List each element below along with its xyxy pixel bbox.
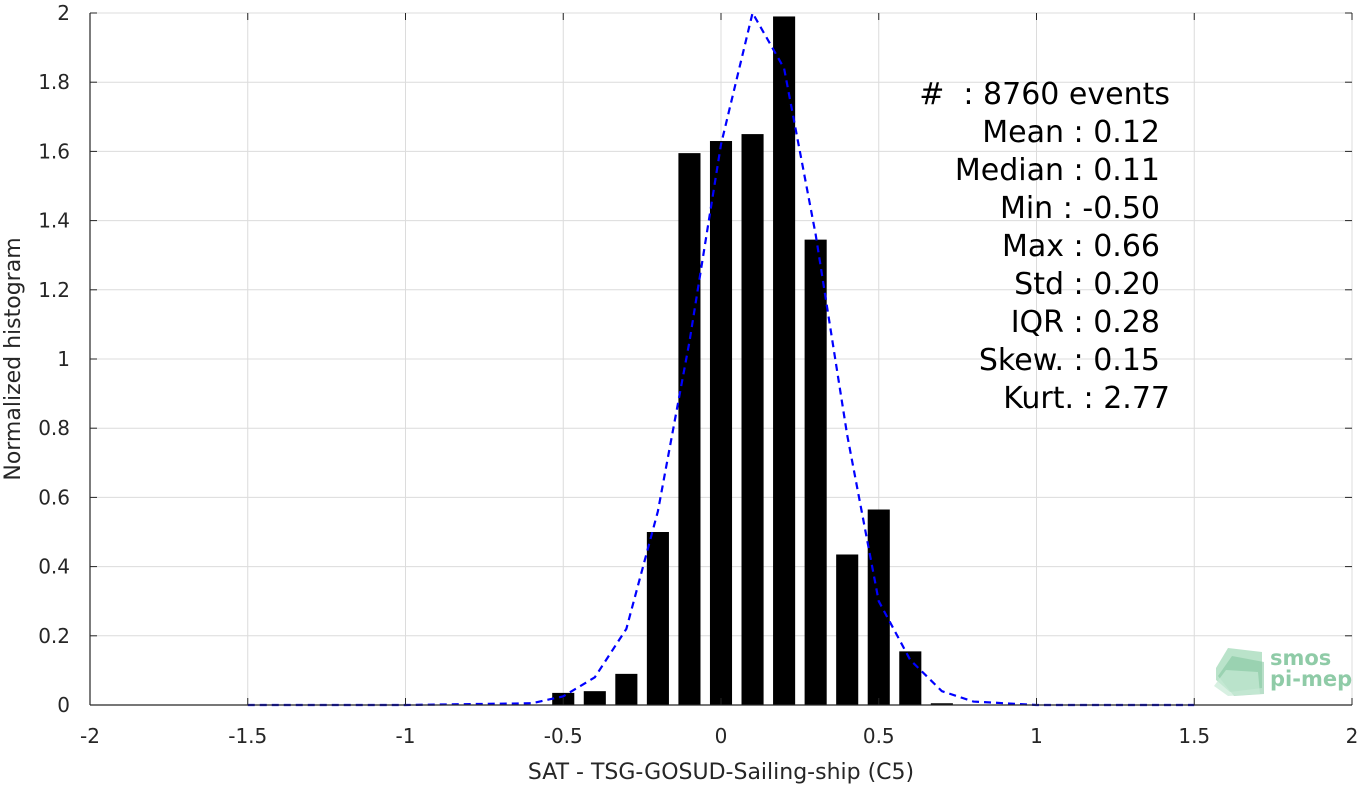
stat-line: Min : -0.50 xyxy=(1000,191,1160,226)
histogram-bar xyxy=(899,651,922,705)
fit-curve-line xyxy=(247,10,1195,707)
x-axis-label: SAT - TSG-GOSUD-Sailing-ship (C5) xyxy=(528,760,914,785)
histogram-bar xyxy=(709,141,733,705)
fit-curve xyxy=(247,10,1195,707)
x-tick-label: -1 xyxy=(396,724,416,748)
histogram-bars xyxy=(552,16,953,706)
y-tick-label: 0.4 xyxy=(38,555,70,579)
y-tick-label: 0 xyxy=(57,693,70,717)
histogram-bar xyxy=(678,153,701,705)
histogram-bar xyxy=(836,554,859,705)
y-tick-labels: 0 0.2 0.4 0.6 0.8 1 1.2 1.4 1.6 1.8 2 xyxy=(38,1,70,717)
y-tick-label: 1 xyxy=(57,347,70,371)
histogram-bar xyxy=(741,134,764,706)
histogram-bar xyxy=(615,673,638,705)
stat-line: # : 8760 events xyxy=(919,77,1170,112)
y-tick-label: 1.2 xyxy=(38,278,70,302)
histogram-bar xyxy=(646,532,669,705)
x-tick-label: 1.5 xyxy=(1178,724,1210,748)
logo-line2: pi-mep xyxy=(1270,667,1352,691)
x-tick-label: -2 xyxy=(80,724,100,748)
stat-line: Kurt. : 2.77 xyxy=(1003,381,1170,416)
x-tick-label: -1.5 xyxy=(228,724,267,748)
histogram-bar xyxy=(930,703,953,705)
x-tick-label: -0.5 xyxy=(544,724,583,748)
stat-line: Skew. : 0.15 xyxy=(979,343,1160,378)
histogram-bar xyxy=(583,691,606,705)
stat-line: Mean : 0.12 xyxy=(982,115,1160,150)
y-tick-label: 1.6 xyxy=(38,139,70,163)
smos-pimep-logo: smos pi-mep xyxy=(1214,646,1352,696)
histogram-bar xyxy=(773,16,796,705)
y-tick-label: 0.2 xyxy=(38,624,70,648)
histogram-bar xyxy=(804,239,827,705)
x-tick-labels: -2 -1.5 -1 -0.5 0 0.5 1 1.5 2 xyxy=(80,724,1358,748)
x-tick-label: 0 xyxy=(715,724,728,748)
y-tick-label: 1.4 xyxy=(38,209,70,233)
y-tick-label: 2 xyxy=(57,1,70,25)
logo-line1: smos xyxy=(1270,646,1331,670)
x-tick-label: 0.5 xyxy=(863,724,895,748)
logo-mark-icon xyxy=(1214,648,1264,696)
y-tick-label: 1.8 xyxy=(38,70,70,94)
axes-frame xyxy=(89,12,1353,706)
y-tick-label: 0.8 xyxy=(38,416,70,440)
y-tick-label: 0.6 xyxy=(38,485,70,509)
y-axis-label: Normalized histogram xyxy=(1,237,26,480)
x-tick-label: 1 xyxy=(1030,724,1043,748)
stat-line: IQR : 0.28 xyxy=(1011,305,1160,340)
stat-line: Max : 0.66 xyxy=(1002,229,1160,264)
stat-line: Std : 0.20 xyxy=(1014,267,1160,302)
histogram-bar xyxy=(867,509,890,705)
x-tick-label: 2 xyxy=(1346,724,1359,748)
stat-line: Median : 0.11 xyxy=(955,153,1160,188)
